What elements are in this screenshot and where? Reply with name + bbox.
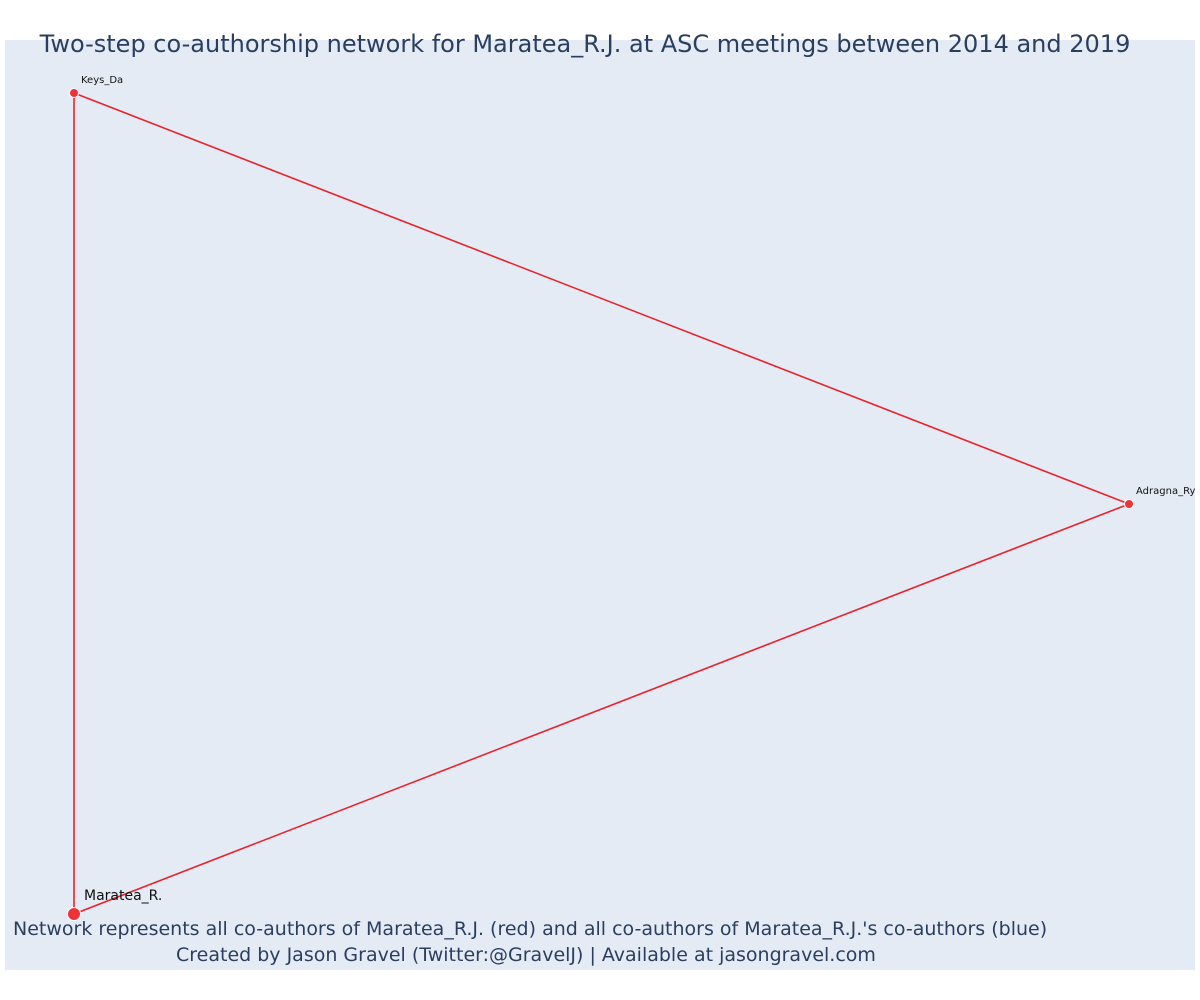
edges-layer [73, 92, 1130, 915]
node-label-keys: Keys_Da [81, 75, 123, 86]
node-maratea[interactable] [67, 907, 81, 921]
edge-adragna-maratea [73, 503, 1130, 915]
chart-title: Two-step co-authorship network for Marat… [39, 30, 1131, 58]
plot-area [5, 40, 1195, 970]
nodes-layer: Keys_Da Adragna_Ry Maratea_R. [67, 75, 1195, 921]
edge-keys-adragna [73, 92, 1130, 505]
node-label-maratea: Maratea_R. [84, 888, 162, 904]
footer-caption: Network represents all co-authors of Mar… [13, 918, 1048, 940]
node-adragna[interactable] [1124, 499, 1134, 509]
footer-credit: Created by Jason Gravel (Twitter:@Gravel… [176, 944, 876, 966]
node-label-adragna: Adragna_Ry [1136, 486, 1195, 497]
node-keys[interactable] [69, 88, 79, 98]
